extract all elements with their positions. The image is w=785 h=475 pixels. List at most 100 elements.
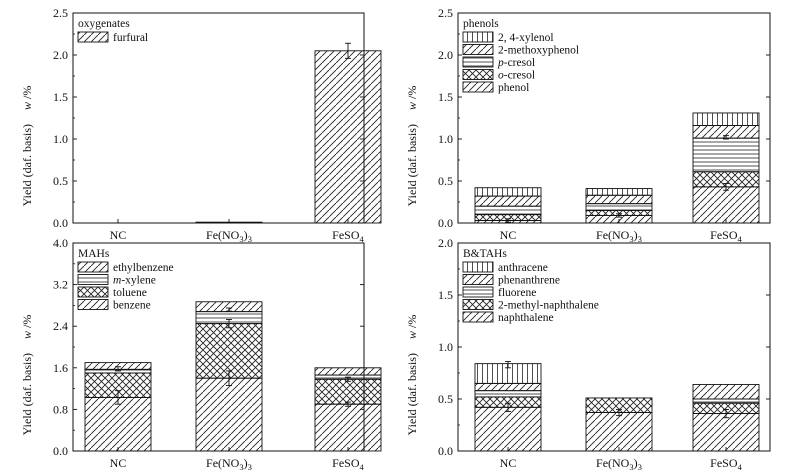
chart-panel-2: 0.0 0.5 1.0 1.5 2.0 2.5 NC Fe(NO3)3 FeSO4 Yield (… [405,6,771,244]
error-bar [505,402,511,412]
error-bar [115,390,121,405]
legend-label: furfural [113,32,148,44]
bar-segment [585,194,653,205]
bar-segment [474,205,542,216]
legend-label: p-cresol [497,57,535,69]
y-tick-label: 4.0 [53,236,68,250]
legend-title: B&TAHs [463,248,507,260]
legend-label: o-cresol [498,70,535,82]
y-tick-label: 1.5 [438,90,453,104]
y-axis-label: Yield (daf. basis)w/% [20,86,34,207]
bar-segment [692,186,760,224]
legend-swatch [462,56,494,68]
error-bar [345,42,351,59]
legend-label: ethylbenzene [113,262,174,274]
y-tick-label: 0.0 [438,216,453,230]
bar-segment [314,50,382,224]
bar-segment [474,406,542,452]
y-axis-label: Yield (daf. basis)w/% [405,315,419,436]
legend-swatch [462,81,494,93]
bar-segment [585,203,653,211]
legend-title: MAHs [78,248,110,260]
x-tick-label: FeSO4 [710,456,742,472]
legend-swatch [77,299,109,310]
legend-title: phenols [463,18,499,30]
x-tick-label: NC [500,228,517,242]
bar-segment [84,396,152,452]
y-tick-label: 2.4 [53,319,68,333]
error-bar [226,307,232,312]
legend-swatch [462,311,494,323]
legend-label: phenanthrene [498,275,560,287]
legend-swatch [77,274,109,285]
chart-panel-3: 0.0 0.8 1.6 2.4 3.2 4.0 NC Fe(NO3)3 FeSO4 Yield (… [20,236,382,472]
legend-swatch [462,31,494,43]
bar-segment [314,378,382,405]
bar-segment [474,195,542,207]
bar-segment [585,412,653,452]
y-tick-label: 2.5 [438,6,453,20]
error-bar [226,370,232,386]
y-tick-label: 1.5 [53,90,68,104]
y-axis-label: Yield (daf. basis)w/% [405,86,419,207]
error-bar [115,366,121,372]
x-tick-label: FeSO4 [332,228,364,244]
bar-segment [195,301,263,313]
legend-label: anthracene [498,262,548,274]
y-tick-label: 0.0 [53,216,68,230]
x-tick-label: FeSO4 [332,456,364,472]
legend-label: naphthalene [498,312,554,324]
y-tick-label: 1.5 [438,288,453,302]
x-tick-label: Fe(NO3)3 [206,456,252,472]
error-bar [345,401,351,407]
legend-label: toluene [113,287,147,299]
x-tick-label: Fe(NO3)3 [206,228,252,244]
chart-panel-4: 0.0 0.5 1.0 1.5 2.0 NC Fe(NO3)3 FeSO4 Yield (daf… [405,236,771,472]
legend-label: benzene [113,300,151,312]
bar-segment [692,137,760,173]
error-bar [723,135,729,140]
y-tick-label: 2.5 [53,6,68,20]
y-tick-label: 2.0 [53,48,68,62]
error-bar [723,408,729,419]
y-tick-label: 0.0 [438,444,453,458]
y-tick-label: 0.5 [53,174,68,188]
x-tick-label: FeSO4 [710,228,742,244]
y-tick-label: 3.2 [53,278,68,292]
legend-label: 2, 4-xylenol [498,32,554,44]
bar-segment [692,398,760,404]
bar-segment [474,390,542,398]
y-tick-label: 2.0 [438,236,453,250]
error-bar [616,408,622,417]
bar-segment [692,413,760,452]
y-tick-label: 2.0 [438,48,453,62]
x-tick-label: Fe(NO3)3 [596,456,642,472]
legend-swatch [462,274,494,285]
legend-label: fluorene [498,287,536,299]
bar-segment [195,323,263,379]
legend-swatch [77,286,109,298]
y-tick-label: 0.8 [53,402,68,416]
y-tick-label: 1.0 [438,132,453,146]
y-tick-label: 1.0 [438,340,453,354]
legend-swatch [462,299,494,310]
bar-segment [474,187,542,197]
x-tick-label: NC [500,456,517,470]
bar-segment [314,367,382,376]
legend-swatch [462,69,494,80]
y-tick-label: 1.6 [53,361,68,375]
legend-swatch [77,261,109,273]
bar-segment [195,377,263,452]
legend-swatch [462,44,494,55]
bar-segment [692,383,760,400]
error-bar [505,361,511,369]
bar-segment [585,188,653,196]
y-tick-label: 0.5 [438,392,453,406]
error-bar [226,318,232,329]
chart-panel-1: 0.0 0.5 1.0 1.5 2.0 2.5 NC Fe(NO3)3 FeSO4 Yield (… [20,6,382,244]
error-bar [616,213,622,218]
y-tick-label: 0.5 [438,174,453,188]
x-tick-label: Fe(NO3)3 [596,228,642,244]
y-axis-label: Yield (daf. basis)w/% [20,315,34,436]
